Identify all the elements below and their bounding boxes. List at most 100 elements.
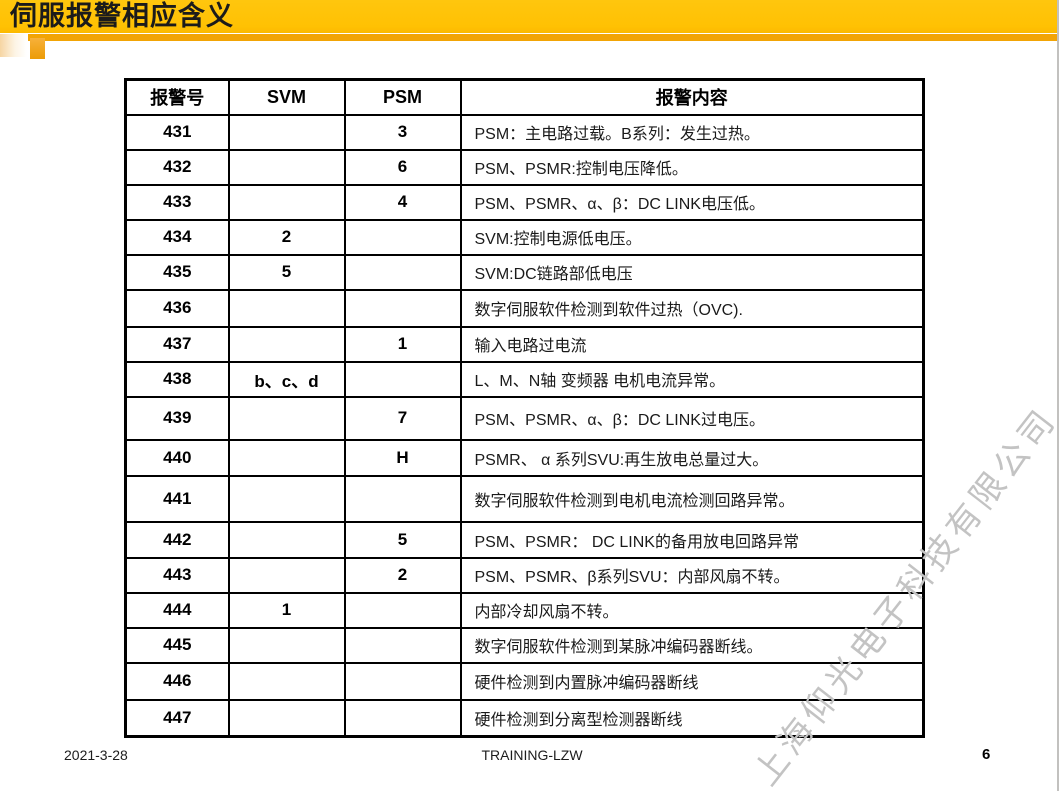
table-row: 435 5 SVM:DC链路部低电压 [124,253,925,291]
psm-code-cell: 1 [343,325,462,363]
alarm-content-cell: PSM、PSMR、α、β：DC LINK过电压。 [459,395,925,441]
psm-code-cell: 2 [343,556,462,594]
alarm-content-cell: 硬件检测到内置脉冲编码器断线 [459,661,925,701]
table-row: 443 2 PSM、PSMR、β系列SVU：内部风扇不转。 [124,556,925,594]
psm-code-cell: H [343,438,462,477]
table-row: 437 1 输入电路过电流 [124,325,925,363]
table-row: 432 6 PSM、PSMR:控制电压降低。 [124,148,925,186]
alarm-content-cell: PSM、PSMR:控制电压降低。 [459,148,925,186]
alarm-number-cell: 434 [124,218,230,256]
alarm-content-cell: PSM：主电路过载。B系列：发生过热。 [459,113,925,151]
svm-code-cell [227,556,346,594]
psm-code-cell [343,218,462,256]
alarm-table-body: 431 3 PSM：主电路过载。B系列：发生过热。 432 6 PSM、PSMR… [124,113,925,738]
title-bar [0,0,1058,33]
col-header-alarm-content: 报警内容 [459,78,925,116]
svm-code-cell: 2 [227,218,346,256]
alarm-content-cell: 硬件检测到分离型检测器断线 [459,698,925,738]
slide-right-border [1057,0,1059,791]
alarm-number-cell: 438 [124,360,230,398]
alarm-number-cell: 444 [124,591,230,629]
alarm-number-cell: 445 [124,626,230,664]
table-row: 434 2 SVM:控制电源低电压。 [124,218,925,256]
psm-code-cell: 7 [343,395,462,441]
svm-code-cell: 1 [227,591,346,629]
psm-code-cell [343,698,462,738]
alarm-table: 报警号 SVM PSM 报警内容 431 3 PSM：主电路过载。B系列：发生过… [124,78,925,738]
alarm-content-cell: PSM、PSMR、α、β：DC LINK电压低。 [459,183,925,221]
alarm-content-cell: PSMR、 α 系列SVU:再生放电总量过大。 [459,438,925,477]
alarm-table-header: 报警号 SVM PSM 报警内容 [124,78,925,116]
psm-code-cell: 6 [343,148,462,186]
table-row: 441 数字伺服软件检测到电机电流检测回路异常。 [124,474,925,523]
svm-code-cell [227,474,346,523]
alarm-content-cell: 输入电路过电流 [459,325,925,363]
alarm-number-cell: 433 [124,183,230,221]
table-row: 445 数字伺服软件检测到某脉冲编码器断线。 [124,626,925,664]
alarm-number-cell: 440 [124,438,230,477]
psm-code-cell: 5 [343,520,462,559]
table-row: 442 5 PSM、PSMR： DC LINK的备用放电回路异常 [124,520,925,559]
psm-code-cell [343,360,462,398]
accent-strip [28,34,1058,41]
psm-code-cell [343,288,462,328]
alarm-content-cell: 数字伺服软件检测到某脉冲编码器断线。 [459,626,925,664]
table-row: 446 硬件检测到内置脉冲编码器断线 [124,661,925,701]
table-row: 439 7 PSM、PSMR、α、β：DC LINK过电压。 [124,395,925,441]
alarm-content-cell: PSM、PSMR： DC LINK的备用放电回路异常 [459,520,925,559]
alarm-number-cell: 432 [124,148,230,186]
svm-code-cell [227,626,346,664]
svm-code-cell [227,395,346,441]
svm-code-cell [227,113,346,151]
footer-training-label: TRAINING-LZW [481,747,583,763]
page-title: 伺服报警相应含义 [10,1,234,31]
footer-date: 2021-3-28 [64,747,128,763]
psm-code-cell [343,474,462,523]
psm-code-cell: 4 [343,183,462,221]
header-row: 报警号 SVM PSM 报警内容 [124,78,925,116]
table-row: 438 b、c、d L、M、N轴 变频器 电机电流异常。 [124,360,925,398]
svm-code-cell [227,520,346,559]
alarm-number-cell: 436 [124,288,230,328]
alarm-number-cell: 441 [124,474,230,523]
alarm-number-cell: 437 [124,325,230,363]
svm-code-cell [227,183,346,221]
col-header-psm: PSM [343,78,462,116]
col-header-alarm-number: 报警号 [124,78,230,116]
svm-code-cell [227,288,346,328]
alarm-number-cell: 447 [124,698,230,738]
svm-code-cell [227,148,346,186]
psm-code-cell: 3 [343,113,462,151]
psm-code-cell [343,591,462,629]
alarm-content-cell: L、M、N轴 变频器 电机电流异常。 [459,360,925,398]
svm-code-cell [227,325,346,363]
alarm-content-cell: SVM:控制电源低电压。 [459,218,925,256]
alarm-content-cell: PSM、PSMR、β系列SVU：内部风扇不转。 [459,556,925,594]
alarm-number-cell: 442 [124,520,230,559]
svm-code-cell [227,661,346,701]
orange-square-decoration [30,38,45,59]
svm-code-cell [227,698,346,738]
table-row: 431 3 PSM：主电路过载。B系列：发生过热。 [124,113,925,151]
alarm-number-cell: 435 [124,253,230,291]
table-row: 433 4 PSM、PSMR、α、β：DC LINK电压低。 [124,183,925,221]
gradient-square-decoration [0,34,27,57]
table-row: 444 1 内部冷却风扇不转。 [124,591,925,629]
psm-code-cell [343,626,462,664]
psm-code-cell [343,661,462,701]
table-row: 436 数字伺服软件检测到软件过热（OVC). [124,288,925,328]
page-number: 6 [982,746,991,763]
psm-code-cell [343,253,462,291]
alarm-number-cell: 446 [124,661,230,701]
alarm-content-cell: SVM:DC链路部低电压 [459,253,925,291]
alarm-content-cell: 数字伺服软件检测到电机电流检测回路异常。 [459,474,925,523]
alarm-number-cell: 443 [124,556,230,594]
alarm-number-cell: 431 [124,113,230,151]
table-row: 440 H PSMR、 α 系列SVU:再生放电总量过大。 [124,438,925,477]
alarm-content-cell: 数字伺服软件检测到软件过热（OVC). [459,288,925,328]
col-header-svm: SVM [227,78,346,116]
alarm-number-cell: 439 [124,395,230,441]
table-row: 447 硬件检测到分离型检测器断线 [124,698,925,738]
svm-code-cell: b、c、d [227,360,346,398]
